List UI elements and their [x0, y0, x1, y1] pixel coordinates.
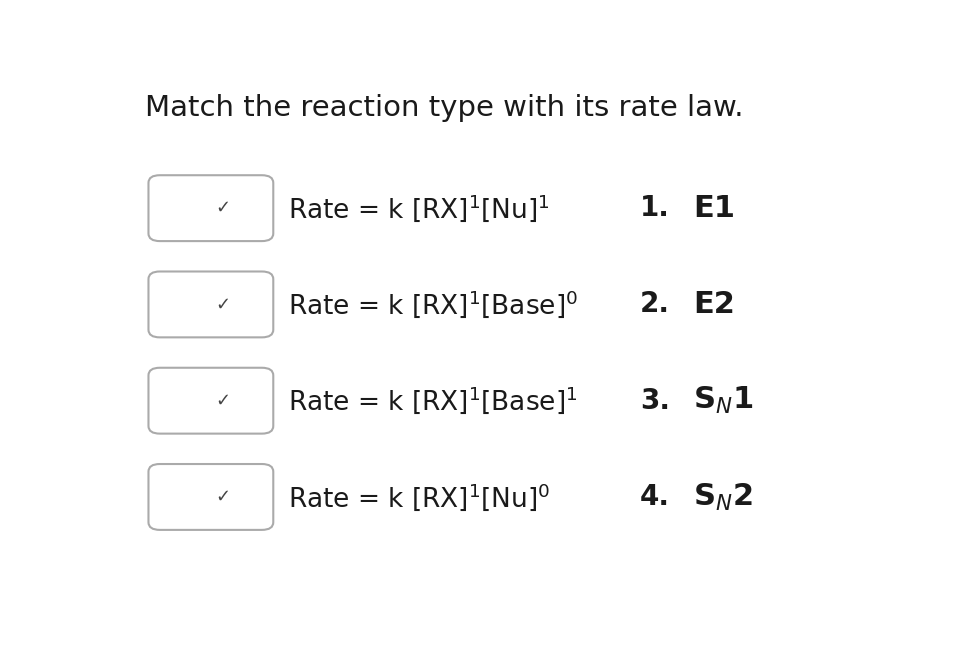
FancyBboxPatch shape [148, 272, 273, 338]
Text: 3.: 3. [640, 387, 671, 415]
Text: Rate = k [RX]$^1$[Base]$^0$: Rate = k [RX]$^1$[Base]$^0$ [289, 289, 579, 320]
Text: S$_{N}$2: S$_{N}$2 [693, 482, 752, 513]
FancyBboxPatch shape [148, 464, 273, 530]
Text: Match the reaction type with its rate law.: Match the reaction type with its rate la… [144, 94, 743, 122]
Text: E2: E2 [693, 290, 735, 319]
Text: 1.: 1. [640, 194, 670, 222]
Text: Rate = k [RX]$^1$[Nu]$^0$: Rate = k [RX]$^1$[Nu]$^0$ [289, 481, 550, 513]
Text: ✓: ✓ [216, 199, 230, 217]
Text: 2.: 2. [640, 290, 671, 318]
FancyBboxPatch shape [148, 368, 273, 434]
Text: E1: E1 [693, 193, 735, 222]
Text: ✓: ✓ [216, 488, 230, 506]
FancyBboxPatch shape [148, 175, 273, 241]
Text: 4.: 4. [640, 483, 671, 511]
Text: S$_{N}$1: S$_{N}$1 [693, 385, 753, 417]
Text: ✓: ✓ [216, 392, 230, 410]
Text: Rate = k [RX]$^1$[Nu]$^1$: Rate = k [RX]$^1$[Nu]$^1$ [289, 192, 550, 224]
Text: Rate = k [RX]$^1$[Base]$^1$: Rate = k [RX]$^1$[Base]$^1$ [289, 385, 578, 417]
Text: ✓: ✓ [216, 295, 230, 313]
